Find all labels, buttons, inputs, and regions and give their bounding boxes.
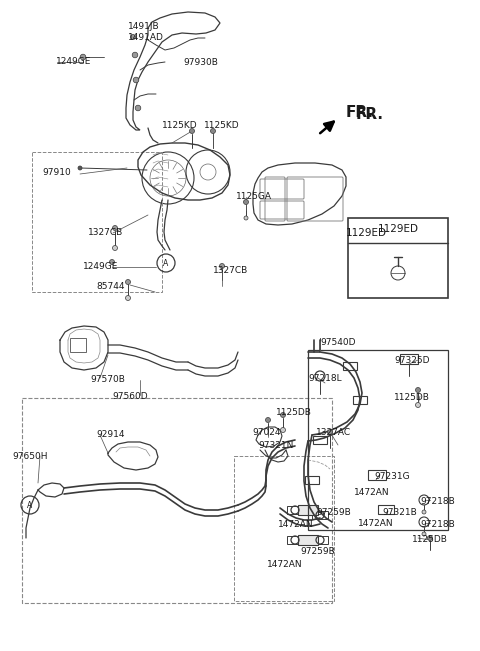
Circle shape — [125, 279, 131, 284]
Text: 97218B: 97218B — [420, 520, 455, 529]
Text: 1125GA: 1125GA — [236, 192, 272, 201]
Circle shape — [422, 510, 426, 514]
Text: 1491JB: 1491JB — [128, 22, 160, 31]
Text: 97540D: 97540D — [320, 338, 356, 347]
Bar — [308, 350, 448, 530]
Bar — [234, 456, 334, 601]
Circle shape — [243, 199, 249, 204]
Text: FR.: FR. — [356, 107, 384, 122]
Circle shape — [109, 260, 115, 264]
Text: FR.: FR. — [346, 105, 374, 120]
Circle shape — [265, 417, 271, 422]
Bar — [70, 338, 86, 352]
Text: 97024: 97024 — [252, 428, 280, 437]
Text: 1129ED: 1129ED — [377, 224, 419, 234]
Circle shape — [190, 128, 194, 133]
Bar — [298, 535, 318, 545]
Text: 97218B: 97218B — [420, 497, 455, 506]
Text: A: A — [27, 501, 33, 510]
Text: 97910: 97910 — [42, 168, 71, 177]
Circle shape — [416, 387, 420, 393]
Text: 1491AD: 1491AD — [128, 33, 164, 42]
Bar — [378, 505, 394, 514]
Circle shape — [422, 532, 426, 536]
Text: 85744: 85744 — [96, 282, 124, 291]
Circle shape — [112, 245, 118, 251]
Circle shape — [112, 225, 118, 230]
Circle shape — [428, 536, 432, 540]
Text: 1472AN: 1472AN — [267, 560, 302, 569]
Bar — [287, 536, 303, 544]
Text: 1472AN: 1472AN — [354, 488, 390, 497]
Circle shape — [280, 428, 286, 432]
Text: 97570B: 97570B — [90, 375, 125, 384]
Text: 1125DB: 1125DB — [276, 408, 312, 417]
Circle shape — [133, 77, 139, 83]
Circle shape — [78, 166, 82, 170]
Circle shape — [416, 402, 420, 408]
Bar — [32, 152, 162, 292]
Bar — [305, 476, 319, 484]
Bar — [353, 396, 367, 404]
Text: 1249GE: 1249GE — [83, 262, 119, 271]
Text: 1327AC: 1327AC — [316, 428, 351, 437]
Text: 1125KD: 1125KD — [162, 121, 198, 130]
Bar — [368, 470, 386, 480]
Text: 1125DB: 1125DB — [412, 535, 448, 544]
Text: 97259B: 97259B — [300, 547, 335, 556]
Text: 92914: 92914 — [96, 430, 124, 439]
Circle shape — [80, 54, 86, 60]
Bar — [343, 362, 357, 370]
Circle shape — [132, 52, 138, 58]
Circle shape — [219, 264, 225, 268]
Text: 97325D: 97325D — [394, 356, 430, 365]
Text: 97930B: 97930B — [183, 58, 218, 67]
Bar — [312, 511, 328, 519]
Text: 1249GE: 1249GE — [56, 57, 91, 66]
Text: 1327CB: 1327CB — [213, 266, 248, 275]
Circle shape — [327, 430, 333, 434]
Bar — [312, 536, 328, 544]
Text: 97650H: 97650H — [12, 452, 48, 461]
Text: 1472AN: 1472AN — [358, 519, 394, 528]
Text: 1125KD: 1125KD — [204, 121, 240, 130]
Text: 97560D: 97560D — [112, 392, 148, 401]
Bar — [400, 354, 418, 364]
Bar — [313, 436, 327, 444]
Text: 1327CB: 1327CB — [88, 228, 123, 237]
Circle shape — [280, 413, 286, 417]
Text: 97259B: 97259B — [316, 508, 351, 517]
Text: A: A — [163, 258, 168, 268]
Text: 97231G: 97231G — [374, 472, 409, 481]
Circle shape — [244, 216, 248, 220]
Circle shape — [135, 105, 141, 111]
Text: 97321B: 97321B — [382, 508, 417, 517]
Text: 97321N: 97321N — [258, 441, 293, 450]
Bar — [287, 506, 303, 514]
Circle shape — [131, 35, 135, 40]
Text: 1472AN: 1472AN — [278, 520, 313, 529]
Bar — [348, 218, 448, 298]
Text: 97218L: 97218L — [308, 374, 342, 383]
Text: 1129ED: 1129ED — [346, 228, 386, 238]
Bar — [22, 398, 332, 603]
Text: 1125DB: 1125DB — [394, 393, 430, 402]
Circle shape — [211, 128, 216, 133]
Bar — [298, 505, 318, 515]
Circle shape — [125, 296, 131, 301]
